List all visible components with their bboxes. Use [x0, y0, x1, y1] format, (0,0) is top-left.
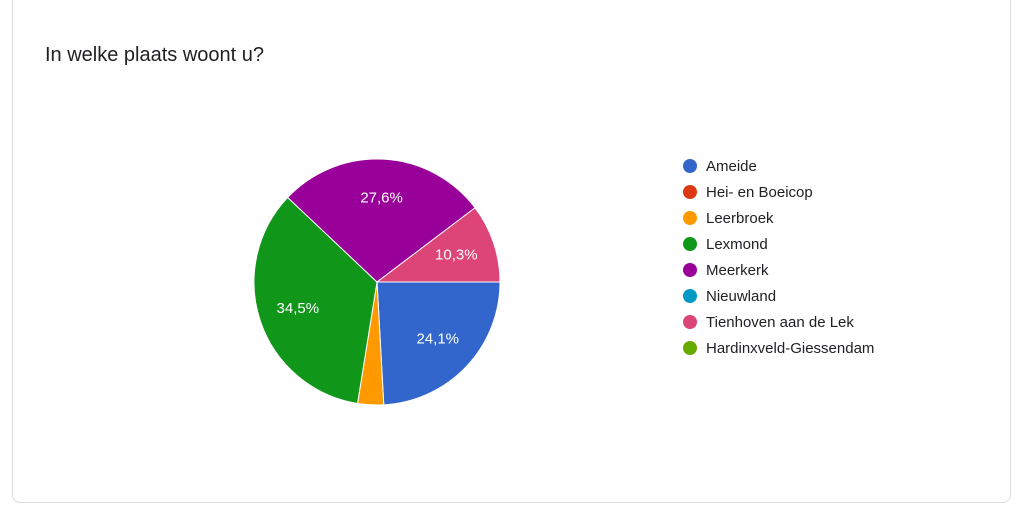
- pie-slice: [286, 158, 476, 283]
- slice-label: 10,3%: [435, 246, 478, 263]
- legend-marker: [683, 289, 697, 303]
- legend-marker: [683, 159, 697, 173]
- legend-marker: [683, 263, 697, 277]
- slice-label: 34,5%: [277, 300, 320, 317]
- legend-label: Tienhoven aan de Lek: [706, 314, 854, 331]
- slice-label: 24,1%: [416, 330, 459, 347]
- legend-label: Ameide: [706, 158, 757, 175]
- legend-label: Meerkerk: [706, 262, 769, 279]
- legend-marker: [683, 211, 697, 225]
- legend-label: Nieuwland: [706, 288, 776, 305]
- legend-label: Lexmond: [706, 236, 768, 253]
- legend-marker: [683, 315, 697, 329]
- slice-label: 27,6%: [360, 189, 403, 206]
- legend-marker: [683, 237, 697, 251]
- pie-slice: [376, 281, 501, 406]
- legend-label: Leerbroek: [706, 210, 774, 227]
- chart-title: In welke plaats woont u?: [45, 44, 265, 66]
- legend-label: Hei- en Boeicop: [706, 184, 813, 201]
- legend-marker: [683, 185, 697, 199]
- card: [12, 0, 1011, 503]
- pie-slice: [375, 207, 501, 283]
- legend-marker: [683, 341, 697, 355]
- legend-label: Hardinxveld-Giessendam: [706, 340, 874, 357]
- pie-slice: [253, 196, 378, 405]
